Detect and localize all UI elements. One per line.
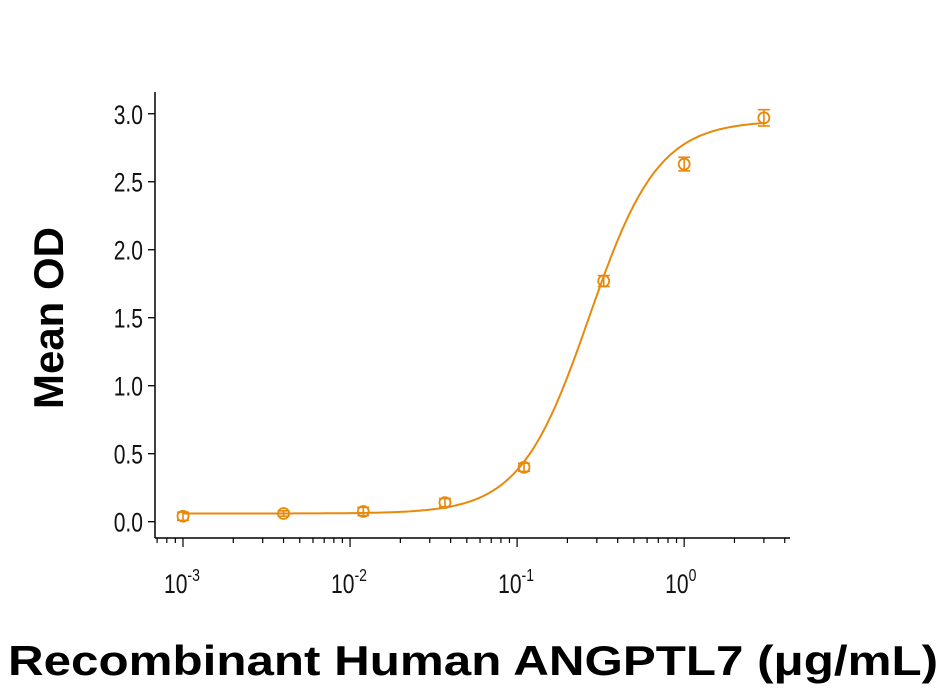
data-point — [757, 108, 771, 127]
axes — [154, 92, 790, 539]
y-tick-label: 2.0 — [114, 236, 143, 266]
x-ticks: 10-3 10-2 10-1 100 — [156, 538, 786, 600]
x-tick-label: 10-2 — [331, 565, 367, 599]
point-marker — [176, 509, 190, 523]
x-tick-label: 100 — [665, 565, 696, 599]
data-point — [176, 509, 190, 523]
x-axis-label: Recombinant Human ANGPTL7 (μg/mL) — [8, 637, 938, 684]
y-tick-label: 1.5 — [114, 304, 143, 334]
y-tick-label: 0.5 — [114, 440, 143, 470]
data-point — [356, 505, 370, 518]
point-marker — [597, 274, 611, 288]
point-marker — [677, 157, 691, 171]
x-tick-label: 10-3 — [164, 565, 200, 599]
data-point — [597, 274, 611, 288]
y-tick-label: 1.0 — [114, 372, 143, 402]
y-tick-label: 2.5 — [114, 168, 143, 198]
y-tick-label: 3.0 — [114, 100, 143, 130]
point-marker — [517, 460, 531, 474]
data-point — [438, 496, 452, 510]
point-marker — [757, 111, 771, 125]
data-point — [277, 507, 290, 520]
x-tick-label: 10-1 — [498, 565, 534, 599]
point-marker — [277, 507, 290, 520]
y-axis-label: Mean OD — [25, 227, 72, 409]
fit-curve — [183, 122, 764, 515]
data-point — [677, 156, 691, 172]
y-ticks: 0.0 0.5 1.0 1.5 2.0 2.5 3.0 — [114, 100, 155, 538]
point-marker — [356, 505, 370, 518]
data-point — [517, 460, 531, 474]
y-tick-label: 0.0 — [114, 508, 143, 538]
point-marker — [438, 496, 452, 510]
data-points — [176, 108, 771, 523]
